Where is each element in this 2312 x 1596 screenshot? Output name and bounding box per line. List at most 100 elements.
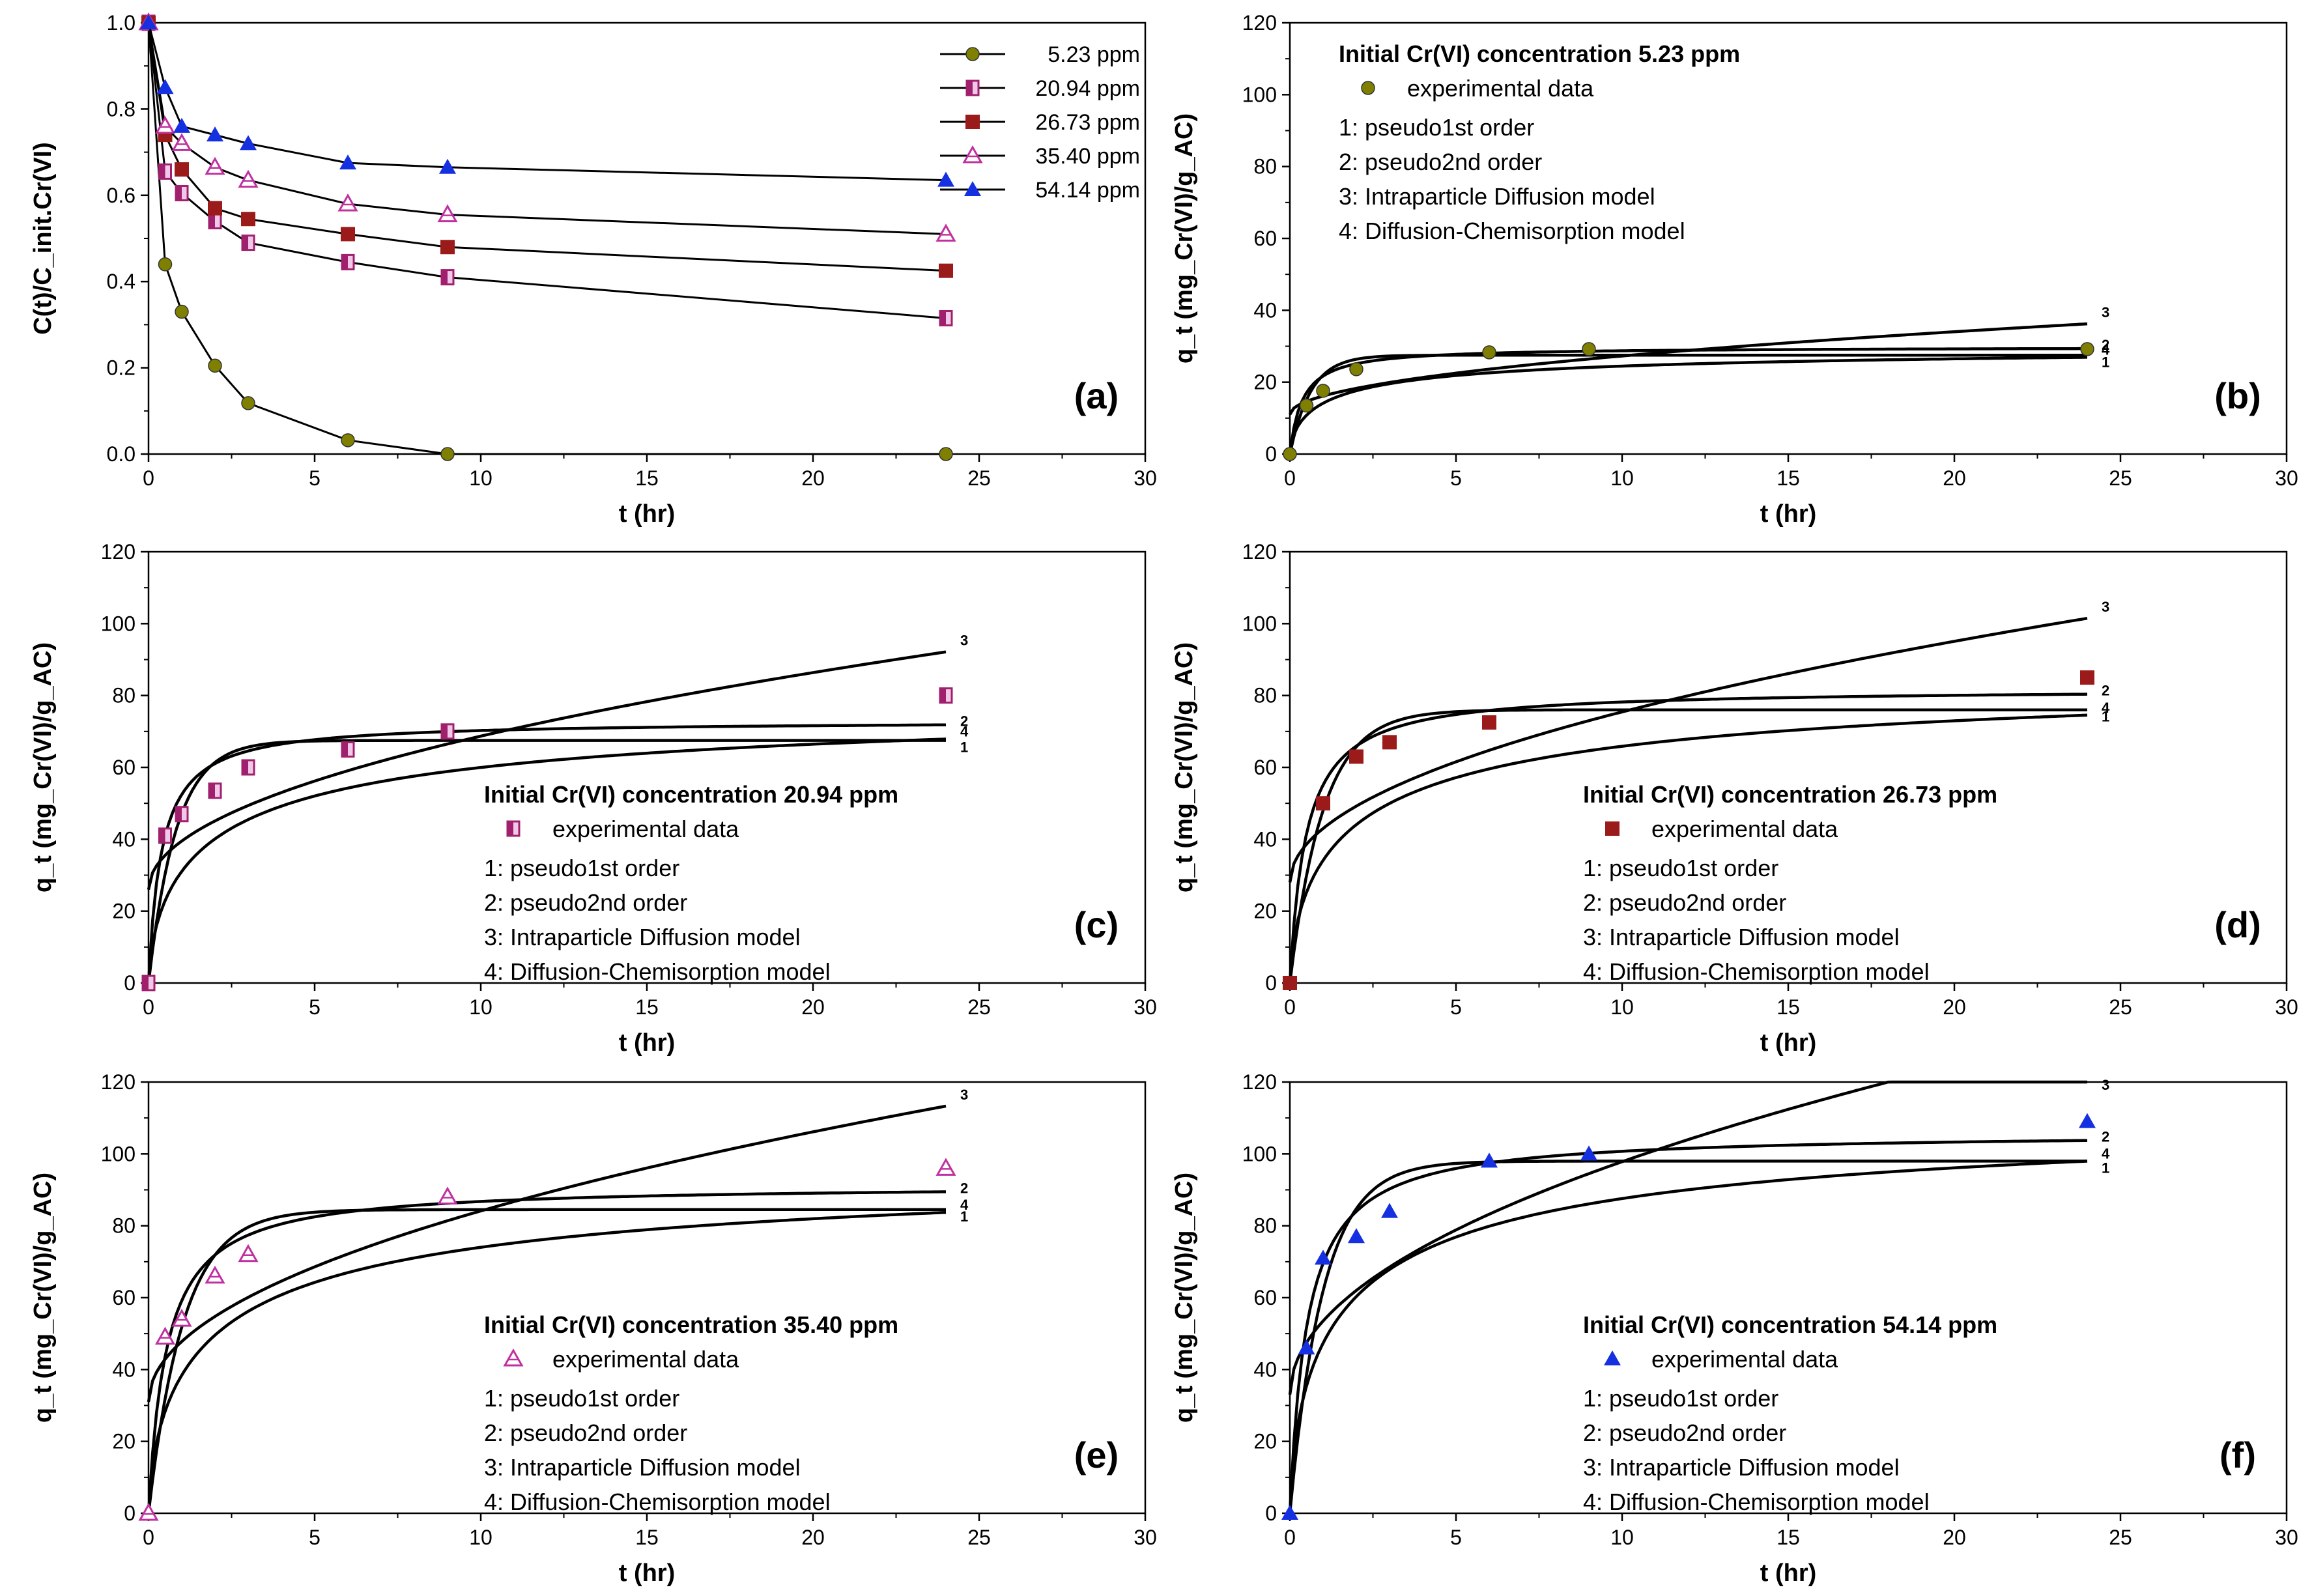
y-tick-label: 60 bbox=[1253, 1286, 1277, 1309]
model-curve bbox=[1288, 616, 2088, 883]
model-curve-label: 3 bbox=[2102, 1077, 2109, 1093]
series-line bbox=[147, 22, 946, 455]
x-tick-label: 15 bbox=[635, 995, 659, 1019]
y-tick-label: 0.8 bbox=[107, 97, 136, 121]
data-point bbox=[437, 204, 458, 223]
data-point bbox=[238, 169, 259, 188]
annotation-marker bbox=[506, 820, 521, 837]
model-curve bbox=[147, 650, 947, 891]
data-point bbox=[140, 14, 157, 29]
y-tick-label: 120 bbox=[1242, 540, 1277, 563]
model-curve-label: 1 bbox=[2102, 1160, 2109, 1176]
data-point bbox=[1382, 735, 1397, 750]
data-point bbox=[1580, 1145, 1597, 1161]
y-tick-label: 0 bbox=[1265, 971, 1277, 995]
x-tick-label: 0 bbox=[143, 1526, 154, 1549]
annotation-model-line: 4: Diffusion-Chemisorption model bbox=[484, 958, 831, 985]
data-point bbox=[154, 1326, 176, 1345]
data-point bbox=[339, 154, 356, 170]
y-axis-title: q_t (mg_Cr(VI)/g_AC) bbox=[29, 1173, 57, 1423]
x-tick-label: 30 bbox=[1134, 466, 1157, 490]
panel-label: (b) bbox=[2214, 375, 2261, 416]
y-tick-label: 20 bbox=[1253, 1430, 1277, 1453]
annotation-model-line: 2: pseudo2nd order bbox=[484, 889, 687, 916]
data-point bbox=[939, 447, 953, 461]
annotation-model-line: 2: pseudo2nd order bbox=[1339, 149, 1542, 175]
data-point bbox=[156, 79, 174, 94]
y-tick-label: 40 bbox=[112, 827, 136, 851]
y-tick-label: 60 bbox=[1253, 227, 1277, 250]
x-tick-label: 25 bbox=[2109, 995, 2132, 1019]
model-curve-label: 1 bbox=[960, 739, 968, 756]
y-tick-label: 0.4 bbox=[107, 270, 136, 293]
y-tick-label: 80 bbox=[112, 1214, 136, 1238]
annotation-model-line: 4: Diffusion-Chemisorption model bbox=[1583, 958, 1930, 985]
x-tick-label: 15 bbox=[1777, 1526, 1800, 1549]
annotation-marker bbox=[1361, 81, 1375, 95]
y-tick-label: 100 bbox=[1242, 612, 1277, 635]
y-axis-title: q_t (mg_Cr(VI)/g_AC) bbox=[29, 642, 57, 892]
x-tick-label: 25 bbox=[967, 1526, 991, 1549]
data-point bbox=[1349, 749, 1363, 764]
data-point bbox=[1349, 362, 1363, 377]
data-point bbox=[437, 1186, 458, 1205]
y-tick-label: 60 bbox=[1253, 756, 1277, 779]
annotation-model-line: 1: pseudo1st order bbox=[484, 855, 679, 881]
x-tick-label: 10 bbox=[1610, 466, 1634, 490]
model-curve-label: 3 bbox=[960, 1087, 968, 1103]
panel-f: 0 5 10 15 20 25 30 0 20 40 60 80 100 120 t (hr) q_t (mg… bbox=[1171, 1070, 2298, 1587]
x-tick-label: 0 bbox=[1284, 995, 1296, 1019]
model-curve-label: 4 bbox=[2102, 700, 2110, 716]
y-tick-label: 0.6 bbox=[107, 184, 136, 207]
series-line bbox=[147, 22, 947, 235]
model-curve bbox=[1288, 1139, 2088, 1514]
legend-marker bbox=[962, 145, 983, 164]
x-tick-label: 20 bbox=[1943, 466, 1966, 490]
y-tick-label: 0 bbox=[124, 1502, 136, 1525]
annotation-experimental-label: experimental data bbox=[552, 1346, 739, 1373]
data-point bbox=[208, 358, 222, 373]
data-point bbox=[205, 156, 225, 175]
y-tick-label: 80 bbox=[112, 684, 136, 707]
model-curve bbox=[1289, 322, 2088, 416]
x-tick-label: 5 bbox=[1450, 466, 1462, 490]
model-curve bbox=[147, 723, 947, 984]
plot-frame bbox=[147, 550, 1147, 984]
x-tick-label: 15 bbox=[635, 1526, 659, 1549]
data-point bbox=[238, 1244, 259, 1262]
x-tick-label: 30 bbox=[1134, 1526, 1157, 1549]
data-point bbox=[2080, 342, 2094, 356]
y-tick-label: 120 bbox=[1242, 11, 1277, 35]
data-point bbox=[1482, 345, 1496, 360]
data-point bbox=[158, 257, 173, 272]
y-tick-label: 40 bbox=[1253, 1358, 1277, 1381]
y-tick-label: 100 bbox=[1242, 83, 1277, 106]
data-point bbox=[171, 1309, 192, 1327]
y-tick-label: 100 bbox=[101, 612, 136, 635]
model-curve bbox=[147, 1104, 947, 1403]
panel-annotation-title: Initial Cr(VI) concentration 54.14 ppm bbox=[1583, 1311, 1997, 1338]
data-point bbox=[171, 133, 192, 151]
data-point bbox=[207, 126, 223, 142]
x-tick-label: 0 bbox=[1284, 1526, 1296, 1549]
x-tick-label: 5 bbox=[1450, 1526, 1462, 1549]
data-point bbox=[1348, 1228, 1365, 1244]
annotation-model-line: 1: pseudo1st order bbox=[484, 1385, 679, 1412]
x-tick-label: 10 bbox=[469, 1526, 492, 1549]
x-tick-label: 0 bbox=[143, 995, 154, 1019]
x-tick-label: 30 bbox=[2275, 1526, 2298, 1549]
model-curve bbox=[147, 739, 946, 984]
data-point bbox=[158, 827, 172, 844]
panel-e: 0 5 10 15 20 25 30 0 20 40 60 80 100 120 t (hr) q_t (mg… bbox=[29, 1070, 1157, 1587]
y-tick-label: 60 bbox=[112, 1286, 136, 1309]
y-tick-label: 20 bbox=[1253, 371, 1277, 394]
data-point bbox=[2080, 670, 2094, 685]
data-point bbox=[440, 269, 455, 286]
data-point bbox=[240, 135, 257, 150]
y-tick-label: 100 bbox=[1242, 1142, 1277, 1165]
legend-entry: 20.94 ppm bbox=[1035, 76, 1140, 101]
data-point bbox=[341, 433, 355, 448]
annotation-model-line: 4: Diffusion-Chemisorption model bbox=[484, 1489, 831, 1515]
model-curve bbox=[1288, 1080, 2087, 1395]
model-curve bbox=[1288, 356, 2088, 455]
